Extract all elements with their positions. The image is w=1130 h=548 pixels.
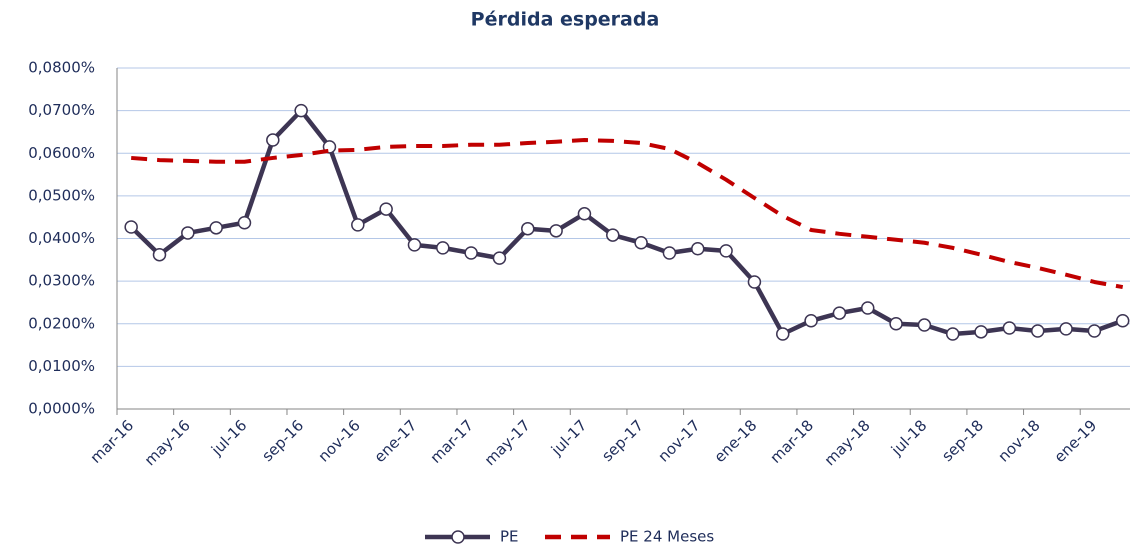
y-tick-label: 0,0800%: [28, 59, 95, 77]
legend-marker: [451, 530, 465, 544]
x-tick-label: jul-16: [207, 416, 250, 459]
marker: [974, 325, 988, 339]
marker: [606, 228, 620, 242]
marker: [832, 306, 847, 320]
marker: [209, 221, 223, 235]
legend-label: PE: [500, 528, 519, 546]
y-tick-label: 0,0600%: [28, 144, 95, 162]
marker: [266, 133, 280, 147]
marker: [747, 275, 762, 289]
marker: [237, 215, 252, 230]
marker: [1087, 324, 1102, 338]
marker: [889, 317, 903, 331]
x-tick-label: may-17: [481, 416, 534, 469]
marker: [719, 244, 733, 258]
marker: [152, 247, 167, 262]
x-tick-label: sep-18: [938, 416, 987, 465]
marker: [124, 220, 138, 234]
marker: [294, 103, 308, 118]
y-tick-label: 0,0300%: [28, 272, 95, 290]
legend-label: PE 24 Meses: [620, 528, 714, 546]
marker: [577, 207, 592, 221]
y-tick-label: 0,0700%: [28, 101, 95, 119]
x-tick-label: may-18: [821, 416, 874, 469]
x-tick-label: nov-17: [655, 416, 704, 465]
x-tick-label: jul-18: [887, 416, 930, 459]
x-tick-label: jul-17: [547, 416, 590, 459]
marker: [436, 241, 450, 255]
marker: [549, 224, 563, 238]
x-tick-label: mar-17: [427, 416, 478, 467]
marker: [804, 314, 818, 328]
marker: [464, 246, 478, 260]
marker: [917, 318, 932, 332]
x-tick-label: ene-17: [371, 416, 421, 466]
marker: [662, 246, 677, 260]
marker: [351, 218, 365, 232]
marker: [1002, 321, 1017, 335]
y-tick-label: 0,0400%: [28, 229, 95, 247]
x-tick-label: ene-19: [1051, 416, 1101, 466]
marker: [1115, 314, 1130, 328]
x-tick-label: nov-18: [994, 416, 1043, 465]
x-tick-label: may-16: [141, 416, 194, 469]
y-tick-label: 0,0500%: [28, 186, 95, 204]
x-tick-label: ene-18: [711, 416, 761, 466]
y-tick-label: 0,0200%: [28, 314, 95, 332]
x-tick-label: mar-16: [87, 416, 138, 467]
marker: [492, 251, 507, 265]
marker: [1059, 322, 1073, 336]
marker: [407, 238, 422, 252]
x-tick-label: sep-17: [598, 416, 647, 465]
y-tick-label: 0,0000%: [28, 400, 95, 418]
x-tick-label: nov-16: [315, 416, 364, 465]
marker: [691, 241, 705, 256]
marker: [379, 202, 393, 216]
marker: [634, 236, 648, 250]
marker: [181, 226, 195, 240]
marker: [945, 327, 960, 341]
line: [131, 138, 1124, 290]
marker: [860, 301, 875, 315]
chart-title: Pérdida esperada: [471, 9, 660, 31]
x-tick-label: mar-18: [767, 416, 818, 467]
marker: [776, 327, 790, 341]
marker: [521, 221, 535, 236]
marker: [1030, 324, 1045, 338]
x-tick-label: sep-16: [258, 416, 307, 465]
y-tick-label: 0,0100%: [28, 357, 95, 375]
line: [129, 108, 1124, 337]
